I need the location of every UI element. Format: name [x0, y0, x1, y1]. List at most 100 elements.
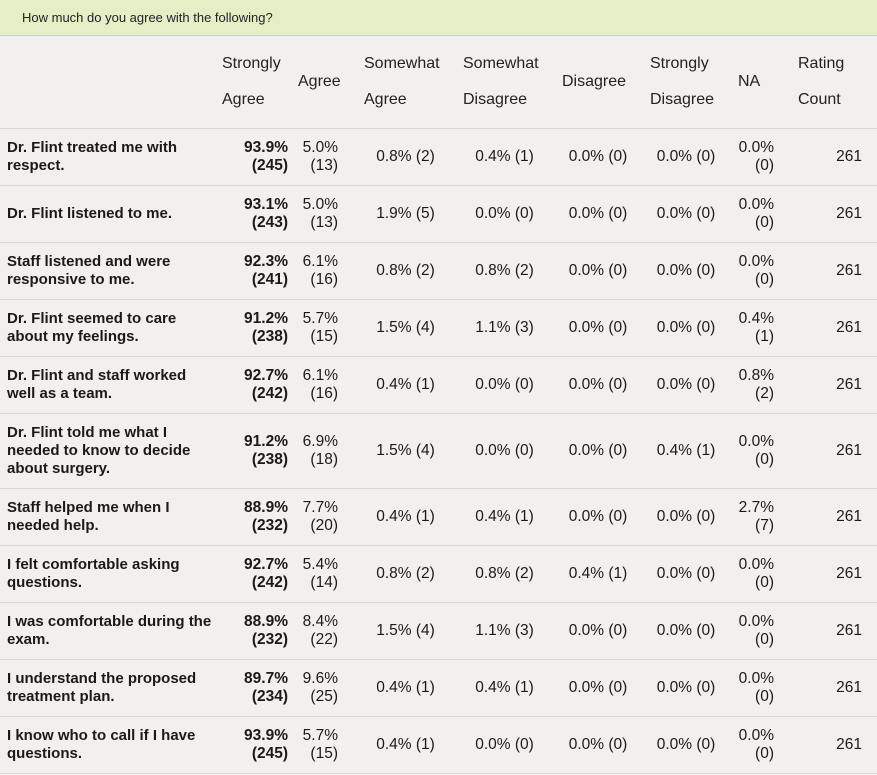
somewhat-disagree-cell: 0.0% (0) — [455, 413, 554, 489]
somewhat-agree-cell: 1.9% (5) — [356, 185, 455, 243]
header-agree: Agree — [290, 36, 356, 129]
strongly-agree-cell: 92.7% (242) — [214, 545, 290, 603]
disagree-cell: 0.4% (1) — [554, 545, 642, 603]
na-cell: 0.0% (0) — [730, 545, 790, 603]
header-somewhat-disagree: Somewhat Disagree — [455, 36, 554, 129]
somewhat-disagree-cell: 1.1% (3) — [455, 299, 554, 357]
strongly-disagree-cell: 0.0% (0) — [642, 602, 730, 660]
strongly-disagree-cell: 0.0% (0) — [642, 716, 730, 774]
somewhat-disagree-cell: 0.4% (1) — [455, 659, 554, 717]
somewhat-agree-cell: 1.5% (4) — [356, 299, 455, 357]
header-strongly-disagree: Strongly Disagree — [642, 36, 730, 129]
rating-count-cell: 261 — [790, 716, 877, 774]
agree-cell: 6.9% (18) — [290, 413, 356, 489]
na-cell: 0.8% (2) — [730, 356, 790, 414]
strongly-agree-cell: 89.7% (234) — [214, 659, 290, 717]
strongly-agree-cell: 91.2% (238) — [214, 299, 290, 357]
strongly-disagree-cell: 0.0% (0) — [642, 488, 730, 546]
question-prompt: How much do you agree with the following… — [0, 0, 877, 36]
strongly-agree-cell: 93.9% (245) — [214, 128, 290, 186]
rating-count-cell: 261 — [790, 299, 877, 357]
strongly-disagree-cell: 0.0% (0) — [642, 185, 730, 243]
question-label: I understand the proposed treatment plan… — [0, 659, 214, 717]
agree-cell: 7.7% (20) — [290, 488, 356, 546]
agree-cell: 6.1% (16) — [290, 242, 356, 300]
strongly-agree-cell: 92.3% (241) — [214, 242, 290, 300]
table-row: I understand the proposed treatment plan… — [0, 659, 877, 717]
somewhat-agree-cell: 0.8% (2) — [356, 242, 455, 300]
somewhat-disagree-cell: 1.1% (3) — [455, 602, 554, 660]
na-cell: 0.0% (0) — [730, 413, 790, 489]
question-label: Staff listened and were responsive to me… — [0, 242, 214, 300]
strongly-disagree-cell: 0.0% (0) — [642, 242, 730, 300]
header-somewhat-agree: Somewhat Agree — [356, 36, 455, 129]
na-cell: 0.0% (0) — [730, 602, 790, 660]
table-row: Staff listened and were responsive to me… — [0, 242, 877, 300]
somewhat-disagree-cell: 0.0% (0) — [455, 185, 554, 243]
strongly-agree-cell: 88.9% (232) — [214, 488, 290, 546]
somewhat-agree-cell: 0.4% (1) — [356, 659, 455, 717]
strongly-disagree-cell: 0.4% (1) — [642, 413, 730, 489]
na-cell: 0.0% (0) — [730, 185, 790, 243]
na-cell: 0.0% (0) — [730, 242, 790, 300]
agree-cell: 6.1% (16) — [290, 356, 356, 414]
rating-count-cell: 261 — [790, 659, 877, 717]
results-table: Strongly Agree Agree Somewhat Agree Some… — [0, 36, 877, 774]
question-label: I felt comfortable asking questions. — [0, 545, 214, 603]
table-row: I felt comfortable asking questions. 92.7… — [0, 545, 877, 603]
somewhat-disagree-cell: 0.4% (1) — [455, 488, 554, 546]
somewhat-agree-cell: 0.8% (2) — [356, 545, 455, 603]
question-label: Staff helped me when I needed help. — [0, 488, 214, 546]
strongly-disagree-cell: 0.0% (0) — [642, 659, 730, 717]
somewhat-agree-cell: 0.4% (1) — [356, 356, 455, 414]
na-cell: 0.0% (0) — [730, 128, 790, 186]
somewhat-disagree-cell: 0.8% (2) — [455, 545, 554, 603]
question-label: Dr. Flint listened to me. — [0, 185, 214, 243]
strongly-agree-cell: 93.1% (243) — [214, 185, 290, 243]
table-row: Dr. Flint listened to me. 93.1% (243) 5.0%(… — [0, 185, 877, 243]
strongly-disagree-cell: 0.0% (0) — [642, 128, 730, 186]
agree-cell: 5.4% (14) — [290, 545, 356, 603]
na-cell: 2.7% (7) — [730, 488, 790, 546]
strongly-disagree-cell: 0.0% (0) — [642, 356, 730, 414]
table-row: Dr. Flint and staff worked well as a tea… — [0, 356, 877, 414]
disagree-cell: 0.0% (0) — [554, 602, 642, 660]
header-rating-count: Rating Count — [790, 36, 877, 129]
agree-cell: 5.7% (15) — [290, 716, 356, 774]
strongly-disagree-cell: 0.0% (0) — [642, 299, 730, 357]
na-cell: 0.0% (0) — [730, 716, 790, 774]
agree-cell: 5.0% (13) — [290, 128, 356, 186]
rating-count-cell: 261 — [790, 128, 877, 186]
rating-count-cell: 261 — [790, 242, 877, 300]
table-header-row: Strongly Agree Agree Somewhat Agree Some… — [0, 36, 877, 129]
somewhat-disagree-cell: 0.0% (0) — [455, 356, 554, 414]
agree-cell: 8.4% (22) — [290, 602, 356, 660]
table-row: Dr. Flint seemed to care about my feelin… — [0, 299, 877, 357]
na-cell: 0.4% (1) — [730, 299, 790, 357]
question-label: I was comfortable during the exam. — [0, 602, 214, 660]
table-row: Dr. Flint told me what I needed to know … — [0, 413, 877, 489]
rating-count-cell: 261 — [790, 602, 877, 660]
rating-count-cell: 261 — [790, 185, 877, 243]
question-label: Dr. Flint seemed to care about my feelin… — [0, 299, 214, 357]
somewhat-agree-cell: 1.5% (4) — [356, 602, 455, 660]
disagree-cell: 0.0% (0) — [554, 659, 642, 717]
agree-cell: 5.7% (15) — [290, 299, 356, 357]
rating-count-cell: 261 — [790, 413, 877, 489]
disagree-cell: 0.0% (0) — [554, 128, 642, 186]
table-body: Dr. Flint treated me with respect. 93.9%(… — [0, 128, 877, 774]
strongly-agree-cell: 88.9% (232) — [214, 602, 290, 660]
table-row: Staff helped me when I needed help. 88.9%… — [0, 488, 877, 546]
somewhat-agree-cell: 1.5% (4) — [356, 413, 455, 489]
table-row: I know who to call if I have questions. 9… — [0, 716, 877, 774]
disagree-cell: 0.0% (0) — [554, 488, 642, 546]
strongly-agree-cell: 92.7% (242) — [214, 356, 290, 414]
strongly-agree-cell: 93.9% (245) — [214, 716, 290, 774]
question-label: Dr. Flint told me what I needed to know … — [0, 413, 214, 489]
rating-count-cell: 261 — [790, 545, 877, 603]
disagree-cell: 0.0% (0) — [554, 413, 642, 489]
somewhat-disagree-cell: 0.8% (2) — [455, 242, 554, 300]
strongly-agree-cell: 91.2% (238) — [214, 413, 290, 489]
somewhat-agree-cell: 0.4% (1) — [356, 488, 455, 546]
disagree-cell: 0.0% (0) — [554, 242, 642, 300]
